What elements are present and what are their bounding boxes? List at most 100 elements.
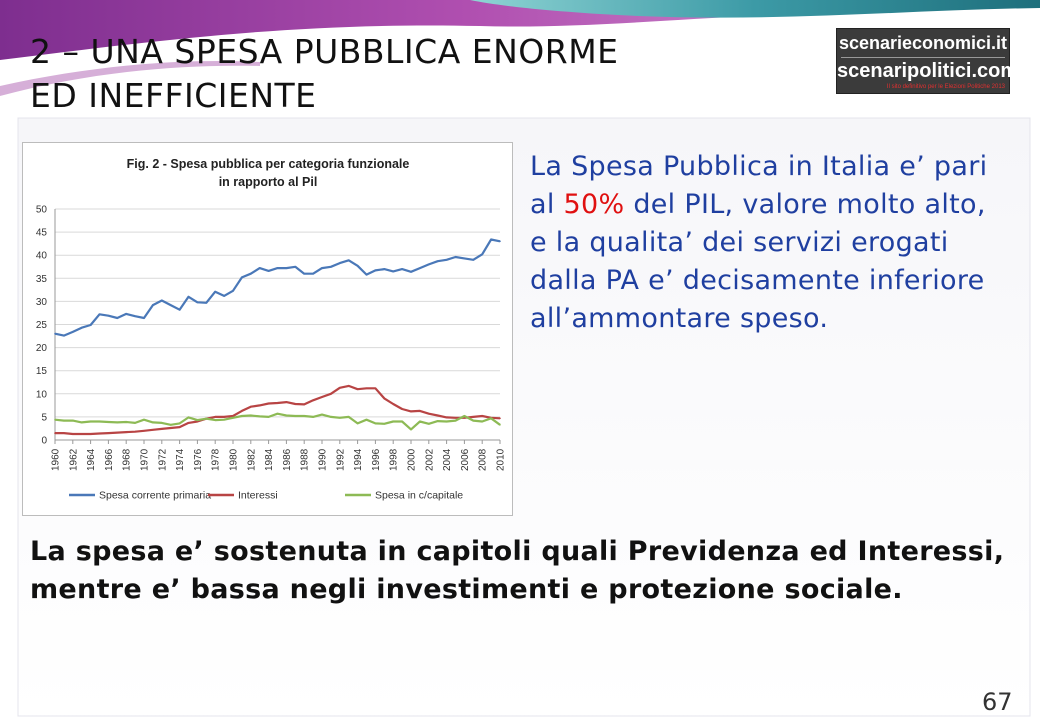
data-point: [428, 412, 430, 415]
chart-panel: Fig. 2 - Spesa pubblica per categoria fu…: [22, 142, 513, 516]
data-point: [134, 430, 136, 433]
side-text-part-1: La Spesa Pubblica in Italia e’ pari al: [530, 151, 988, 220]
data-point: [321, 267, 323, 269]
data-point: [481, 253, 484, 256]
y-tick-label: 25: [36, 320, 48, 331]
page-number: 67: [982, 688, 1013, 716]
data-point: [72, 433, 74, 435]
data-point: [214, 419, 216, 421]
data-point: [152, 304, 154, 306]
series-line-2: [55, 384, 501, 436]
data-point: [54, 418, 56, 421]
data-point: [276, 402, 279, 404]
data-point: [356, 265, 359, 267]
data-point: [490, 417, 492, 420]
x-tick-label: 2008: [478, 448, 489, 471]
side-text-part-2: del PIL, valore molto alto, e la qualita…: [530, 189, 986, 334]
data-point: [54, 432, 56, 434]
data-point: [472, 259, 475, 261]
data-point: [499, 417, 501, 420]
chart-title-line-2: in rapporto al Pil: [219, 175, 318, 189]
x-tick-label: 1994: [353, 448, 364, 471]
x-tick-label: 1986: [282, 448, 293, 471]
data-point: [321, 413, 323, 416]
series-line-3: [54, 412, 501, 431]
data-point: [374, 269, 377, 272]
y-tick-label: 15: [36, 366, 48, 377]
data-point: [232, 290, 234, 292]
data-point: [410, 271, 412, 273]
y-tick-label: 0: [41, 436, 47, 447]
x-tick-label: 1990: [318, 448, 329, 471]
data-point: [116, 421, 119, 424]
data-point: [223, 418, 225, 421]
x-tick-label: 1960: [51, 448, 62, 471]
data-point: [454, 256, 457, 258]
data-point: [205, 302, 208, 304]
data-point: [294, 415, 297, 417]
data-point: [205, 417, 208, 420]
x-tick-label: 1966: [104, 448, 115, 471]
data-point: [187, 416, 190, 419]
data-point: [445, 416, 448, 419]
data-point: [347, 385, 350, 387]
chart-title-line-1: Fig. 2 - Spesa pubblica per categoria fu…: [127, 157, 410, 171]
data-point: [125, 313, 127, 315]
data-point: [178, 426, 181, 428]
data-point: [499, 424, 501, 426]
data-point: [339, 387, 341, 389]
data-point: [152, 421, 154, 424]
data-point: [178, 422, 181, 425]
data-point: [258, 415, 261, 418]
title-line-2: ED INEFFICIENTE: [30, 76, 317, 115]
x-tick-label: 1964: [86, 448, 97, 471]
data-point: [294, 403, 297, 405]
data-point: [169, 304, 172, 306]
data-point: [196, 419, 199, 421]
data-point: [161, 299, 163, 302]
data-point: [436, 260, 439, 262]
side-text-highlight: 50%: [563, 189, 625, 220]
y-tick-label: 30: [36, 297, 48, 308]
data-point: [303, 272, 306, 275]
legend-label-2: Interessi: [238, 490, 278, 502]
data-point: [392, 270, 395, 273]
data-point: [241, 415, 243, 417]
logo-divider: [841, 57, 1005, 58]
data-point: [161, 422, 163, 424]
data-point: [285, 267, 288, 269]
data-point: [72, 331, 74, 333]
x-tick-label: 1988: [300, 448, 311, 471]
data-point: [410, 410, 412, 413]
data-point: [303, 403, 306, 406]
data-point: [454, 419, 457, 422]
data-point: [428, 263, 430, 266]
data-point: [383, 397, 386, 400]
data-point: [169, 427, 172, 429]
data-point: [72, 419, 74, 422]
data-point: [481, 415, 484, 417]
data-point: [312, 272, 314, 275]
data-point: [419, 410, 421, 412]
data-point: [63, 432, 65, 434]
data-point: [267, 270, 270, 272]
data-point: [161, 428, 163, 430]
data-point: [98, 420, 101, 423]
data-point: [383, 268, 386, 270]
data-point: [428, 423, 430, 425]
data-point: [330, 266, 332, 268]
y-tick-label: 5: [41, 412, 47, 423]
x-tick-label: 1984: [264, 448, 275, 471]
legend-label-1: Spesa corrente primaria: [99, 490, 211, 502]
data-point: [125, 421, 127, 423]
data-point: [454, 417, 457, 419]
x-tick-label: 1968: [122, 448, 133, 471]
data-point: [63, 334, 65, 337]
legend-label-3: Spesa in c/capitale: [375, 490, 463, 502]
data-point: [267, 416, 270, 418]
data-point: [63, 419, 65, 422]
data-point: [356, 388, 359, 390]
data-point: [392, 420, 395, 423]
data-point: [339, 417, 341, 419]
data-point: [401, 408, 403, 410]
